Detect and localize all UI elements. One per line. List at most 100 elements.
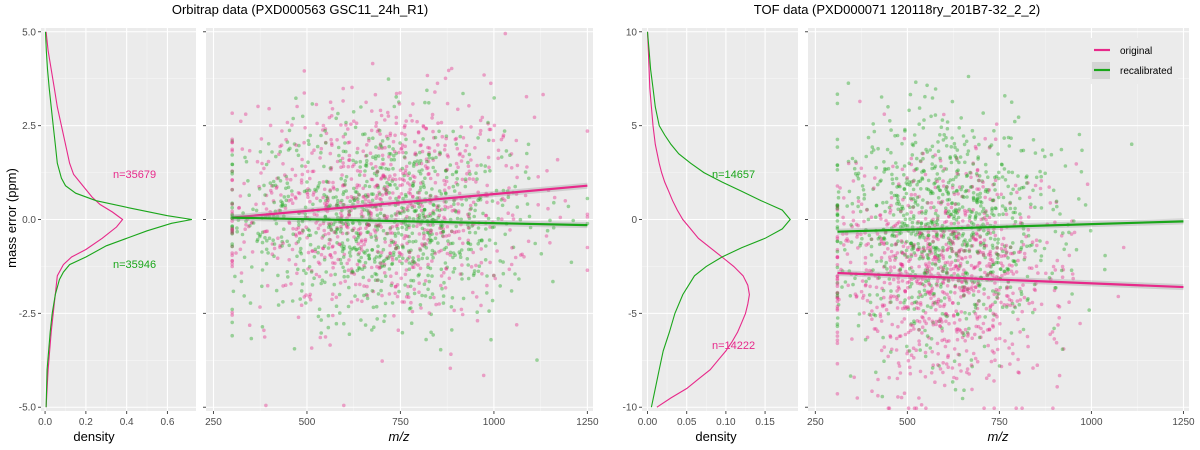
point-recalibrated (912, 319, 916, 324)
point-original (488, 127, 493, 132)
point-original (341, 161, 345, 165)
point-recalibrated (433, 169, 437, 174)
point-original (340, 184, 345, 188)
point-original (413, 151, 418, 155)
point-recalibrated (962, 249, 966, 253)
point-original (411, 195, 415, 199)
point-recalibrated (518, 217, 523, 222)
point-original (318, 156, 322, 160)
point-original (868, 313, 873, 318)
point-recalibrated (422, 207, 427, 212)
point-original (393, 284, 398, 289)
point-original (966, 286, 971, 291)
point-original (467, 177, 472, 181)
point-recalibrated (401, 206, 406, 211)
point-original (265, 283, 270, 288)
point-original (385, 188, 389, 193)
point-recalibrated (997, 176, 1001, 181)
point-recalibrated (1029, 202, 1033, 207)
point-original (311, 169, 316, 174)
point-recalibrated (937, 253, 942, 258)
point-recalibrated (400, 261, 404, 266)
point-recalibrated (337, 292, 342, 297)
point-original (460, 177, 465, 182)
point-original (322, 228, 327, 233)
point-original (479, 247, 484, 251)
point-original (1052, 337, 1057, 341)
point-original (995, 192, 999, 197)
point-recalibrated (370, 198, 375, 203)
point-original (835, 274, 840, 279)
point-recalibrated (1039, 174, 1043, 179)
point-original (346, 164, 351, 169)
point-original (488, 260, 492, 265)
point-original (446, 242, 451, 246)
point-original (443, 182, 447, 187)
point-recalibrated (418, 188, 422, 193)
point-original (935, 216, 940, 221)
point-recalibrated (247, 193, 251, 197)
point-original (1059, 234, 1064, 238)
point-original (418, 202, 423, 206)
point-original (421, 243, 425, 248)
point-recalibrated (847, 189, 852, 194)
point-recalibrated (431, 217, 435, 222)
point-recalibrated (971, 198, 976, 203)
point-recalibrated (952, 231, 957, 236)
point-original (835, 274, 840, 278)
point-original (307, 294, 312, 299)
point-original (893, 223, 898, 228)
point-original (509, 152, 514, 156)
point-original (459, 307, 464, 312)
point-recalibrated (274, 221, 279, 226)
point-recalibrated (418, 171, 423, 176)
point-original (984, 376, 989, 381)
point-recalibrated (336, 145, 341, 150)
point-recalibrated (856, 204, 860, 209)
point-original (925, 266, 930, 271)
point-recalibrated (230, 172, 234, 176)
point-original (312, 148, 316, 152)
point-recalibrated (298, 237, 302, 241)
point-recalibrated (326, 325, 331, 330)
point-original (320, 236, 325, 240)
point-recalibrated (367, 223, 371, 227)
point-recalibrated (937, 188, 942, 192)
point-recalibrated (862, 196, 866, 201)
point-original (264, 193, 269, 198)
point-recalibrated (502, 129, 507, 133)
point-recalibrated (978, 267, 983, 272)
point-recalibrated (389, 240, 394, 245)
point-recalibrated (952, 209, 956, 213)
point-original (846, 239, 850, 243)
point-original (973, 265, 977, 270)
point-recalibrated (346, 222, 351, 227)
point-recalibrated (965, 195, 969, 199)
point-original (238, 194, 243, 198)
point-original (912, 406, 917, 411)
point-recalibrated (1062, 247, 1066, 252)
point-recalibrated (945, 211, 950, 215)
point-original (936, 297, 941, 302)
point-original (515, 163, 520, 168)
point-recalibrated (986, 188, 990, 192)
point-original (924, 271, 928, 275)
point-recalibrated (385, 231, 390, 236)
point-recalibrated (351, 270, 355, 275)
point-recalibrated (925, 334, 930, 338)
point-recalibrated (1002, 167, 1007, 171)
point-recalibrated (449, 305, 454, 309)
point-original (339, 224, 343, 229)
point-original (895, 221, 899, 226)
point-original (874, 285, 879, 290)
point-recalibrated (380, 139, 385, 143)
point-original (919, 209, 924, 214)
point-recalibrated (929, 337, 934, 341)
point-original (952, 192, 957, 197)
point-recalibrated (979, 200, 984, 205)
point-original (951, 241, 956, 246)
point-original (913, 192, 917, 197)
point-original (988, 304, 993, 308)
point-recalibrated (971, 231, 975, 235)
